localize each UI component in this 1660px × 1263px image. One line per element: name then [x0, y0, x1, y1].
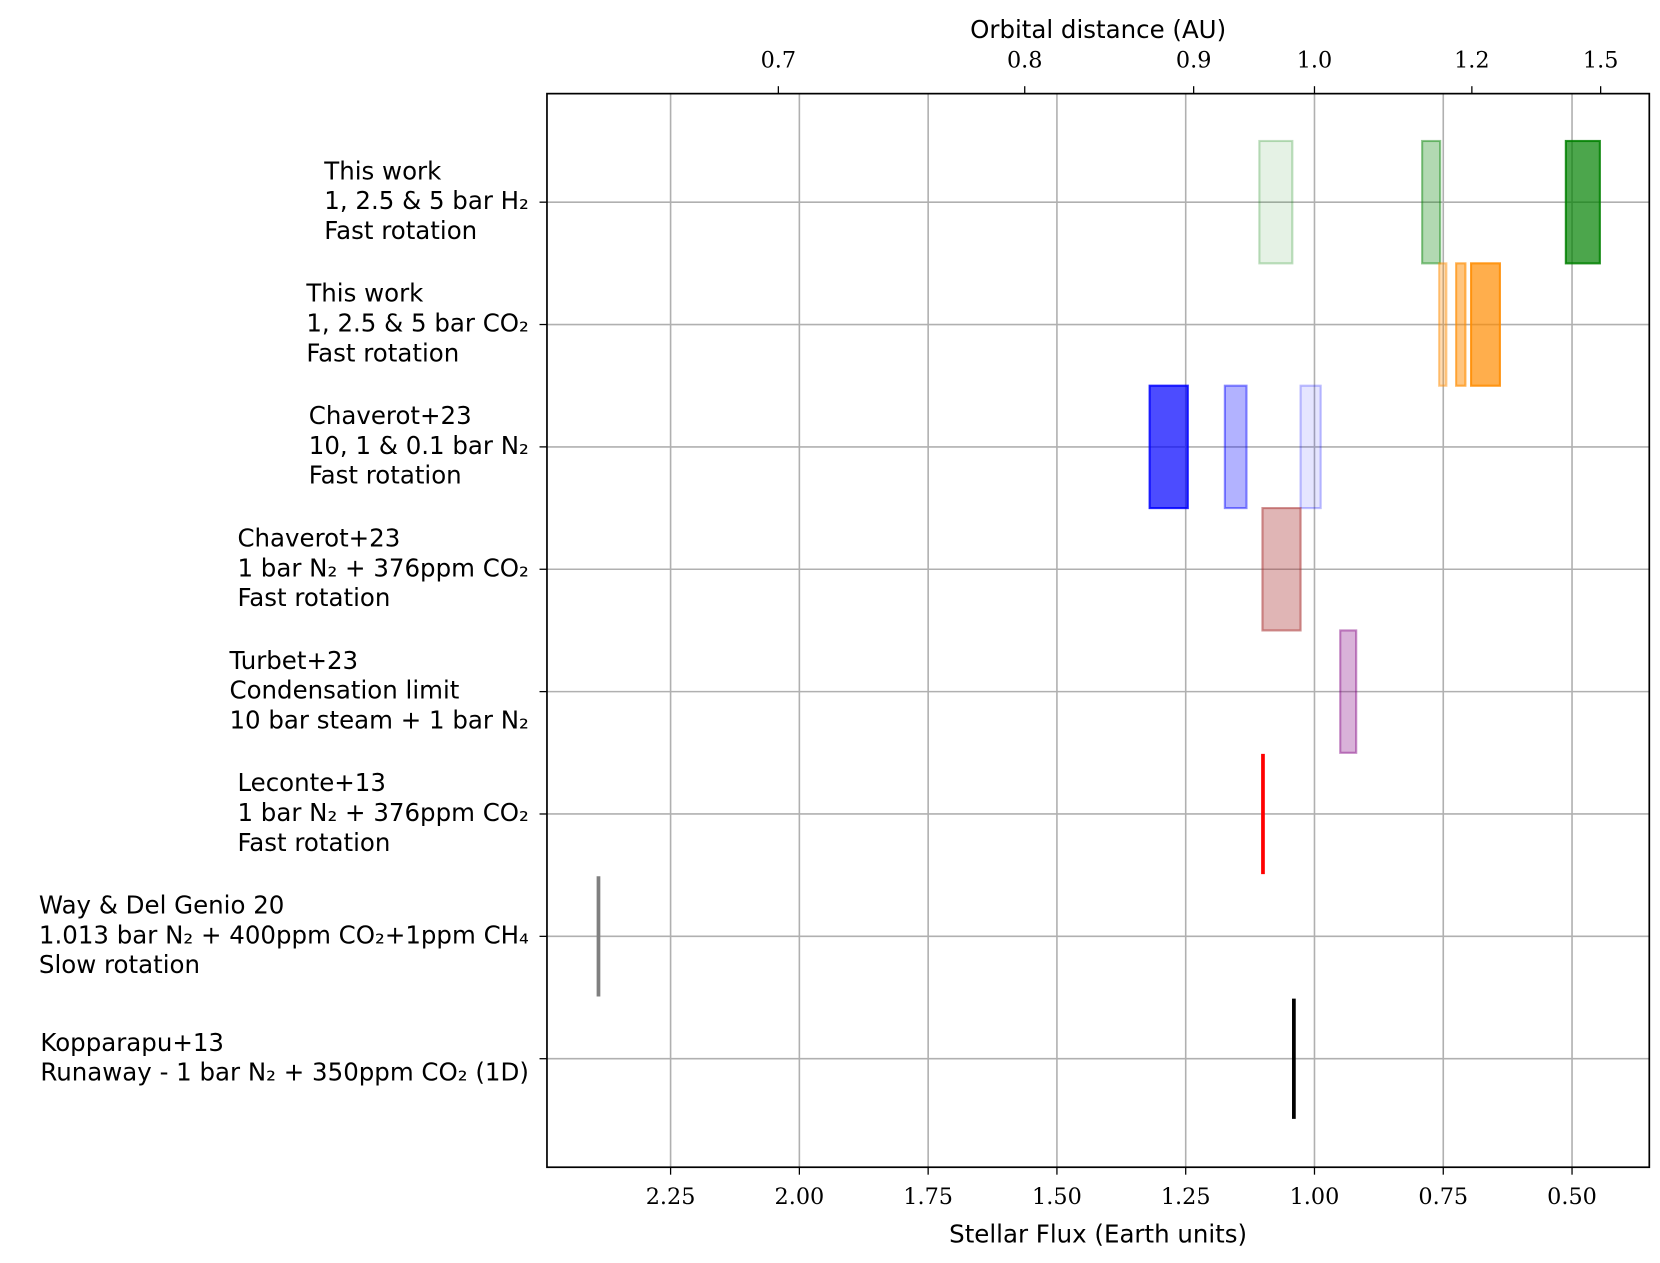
range-bar	[1339, 629, 1358, 754]
y-tick-label: Turbet+23	[228, 646, 358, 675]
x-tick-label: 0.50	[1547, 1184, 1597, 1210]
x-axis-label: Stellar Flux (Earth units)	[949, 1219, 1247, 1248]
y-tick-label: Fast rotation	[306, 338, 459, 367]
y-tick-label: Runaway - 1 bar N₂ + 350ppm CO₂ (1D)	[40, 1058, 528, 1087]
y-tick-label: Kopparapu+13	[40, 1028, 224, 1057]
range-bar	[1470, 262, 1501, 387]
x2-tick-label: 1.0	[1297, 48, 1333, 74]
x2-tick-label: 1.5	[1583, 48, 1619, 74]
x-tick-label: 0.75	[1418, 1184, 1468, 1210]
range-bar	[1455, 262, 1467, 387]
x2-tick-label: 0.7	[761, 48, 797, 74]
x2-tick-label: 0.9	[1176, 48, 1212, 74]
y-tick-label: Fast rotation	[324, 216, 477, 245]
y-tick-label: Chaverot+23	[309, 401, 472, 430]
y-tick-label: Condensation limit	[229, 676, 459, 705]
range-bar	[1438, 262, 1448, 387]
range-bar	[1421, 139, 1442, 265]
y-tick-label: 10, 1 & 0.1 bar N₂	[309, 431, 529, 460]
y-tick-label: 1.013 bar N₂ + 400ppm CO₂+1ppm CH₄	[39, 920, 529, 949]
y-tick-label: Fast rotation	[309, 461, 462, 490]
range-bar	[1258, 139, 1294, 265]
y-tick-label: Fast rotation	[237, 583, 390, 612]
range-bar	[1223, 384, 1248, 510]
x-tick-label: 1.00	[1290, 1184, 1340, 1210]
range-bar	[1148, 384, 1189, 510]
x-tick-label: 2.00	[775, 1184, 825, 1210]
x-tick-label: 2.25	[646, 1184, 696, 1210]
range-bar	[1299, 384, 1322, 510]
x2-axis-label: Orbital distance (AU)	[970, 15, 1226, 44]
x2-tick-label: 1.2	[1454, 48, 1490, 74]
y-tick-label: Chaverot+23	[237, 523, 400, 552]
x-tick-label: 1.50	[1032, 1184, 1082, 1210]
y-tick-label: 1 bar N₂ + 376ppm CO₂	[237, 553, 528, 582]
range-bar	[1261, 507, 1302, 632]
y-tick-label: 10 bar steam + 1 bar N₂	[229, 705, 528, 734]
plot-frame	[546, 92, 1651, 1169]
range-bar	[1564, 139, 1601, 265]
y-tick-label: Way & Del Genio 20	[39, 891, 284, 920]
y-tick-label: 1 bar N₂ + 376ppm CO₂	[237, 798, 528, 827]
grid	[546, 93, 1650, 1168]
y-tick-label: Fast rotation	[237, 828, 390, 857]
y-tick-label: Slow rotation	[39, 950, 200, 979]
y-tick-label: This work	[305, 279, 424, 308]
y-tick-label: This work	[323, 156, 442, 185]
y-tick-label: 1, 2.5 & 5 bar CO₂	[306, 309, 529, 338]
x2-tick-label: 0.8	[1007, 48, 1043, 74]
x-tick-label: 1.25	[1161, 1184, 1211, 1210]
x-tick-label: 1.75	[903, 1184, 953, 1210]
y-tick-label: 1, 2.5 & 5 bar H₂	[324, 186, 529, 215]
y-tick-label: Leconte+13	[237, 768, 385, 797]
